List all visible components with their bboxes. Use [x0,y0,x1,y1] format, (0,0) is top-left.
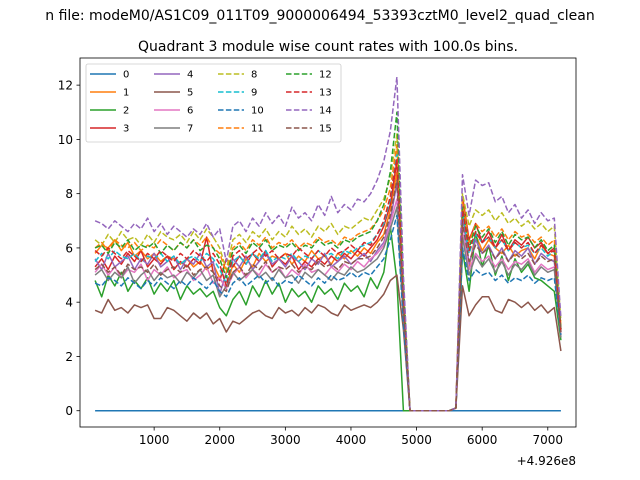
series-line-12 [94,111,562,412]
legend-label-7: 7 [187,124,193,135]
legend-box [85,63,342,143]
series-line-9 [94,149,562,412]
series-line-5 [94,274,562,412]
series-line-13 [94,157,562,412]
legend-label-8: 8 [251,70,257,81]
x-offset-label: +4.926e8 [517,454,576,468]
legend-label-14: 14 [319,106,332,117]
legend-label-12: 12 [319,70,332,81]
y-tick-label: 12 [58,79,73,93]
x-tick-label: 5000 [401,433,432,447]
y-tick-label: 10 [58,133,73,147]
series-line-14 [94,76,562,412]
axes-frame [79,57,577,428]
x-tick-label: 2000 [204,433,235,447]
x-tick-label: 1000 [139,433,170,447]
series-line-4 [94,182,562,412]
legend-label-3: 3 [123,124,129,135]
series-line-10 [94,214,562,412]
plot-area: 1000 2000 3000 4000 5000 6000 7000024681012012… [58,57,577,447]
series-line-3 [94,160,562,412]
figure-suptitle: n file: modeM0/AS1C09_011T09_9000006494_… [45,8,594,24]
x-tick-label: 7000 [533,433,564,447]
legend-label-0: 0 [123,70,129,81]
legend-label-9: 9 [251,88,257,99]
x-tick-label: 4000 [336,433,367,447]
legend-label-11: 11 [251,124,264,135]
y-tick-label: 6 [65,241,73,255]
legend-label-13: 13 [319,88,332,99]
y-tick-label: 2 [65,350,73,364]
x-tick-label: 6000 [467,433,498,447]
legend-label-15: 15 [319,124,332,135]
y-tick-label: 0 [65,404,73,418]
legend-label-4: 4 [187,70,193,81]
series-group [94,76,562,412]
y-tick-label: 8 [65,187,73,201]
legend-label-6: 6 [187,106,193,117]
series-line-8 [94,133,562,412]
y-tick-label: 4 [65,296,73,310]
series-line-11 [94,144,562,412]
legend-label-2: 2 [123,106,129,117]
series-line-7 [94,206,562,412]
chart-title: Quadrant 3 module wise count rates with … [138,39,518,55]
series-line-6 [94,198,562,412]
series-line-15 [94,179,562,412]
series-line-2 [94,225,562,412]
x-tick-label: 3000 [270,433,301,447]
legend-label-10: 10 [251,106,264,117]
legend-label-1: 1 [123,88,129,99]
legend-label-5: 5 [187,88,193,99]
